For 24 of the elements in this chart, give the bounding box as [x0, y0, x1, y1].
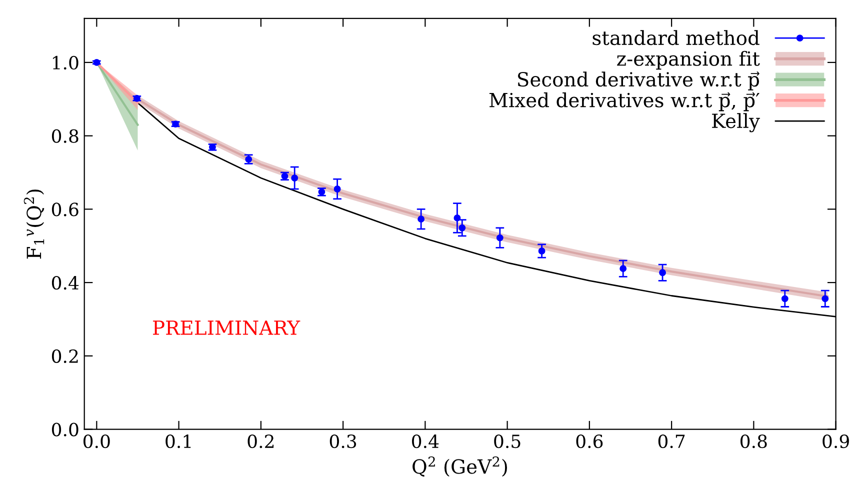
- y-tick-label: 1.0: [52, 56, 78, 70]
- legend-label: standard method: [592, 30, 760, 46]
- y-tick-label: 0.2: [52, 349, 78, 364]
- legend-label: Mixed derivatives w.r.t p⃗, p⃗′: [489, 92, 760, 112]
- x-tick-label: 0.5: [494, 434, 520, 448]
- annotation: PRELIMINARY: [153, 320, 300, 336]
- y-axis-title: F$_{1}$$^{v}$(Q$^{2}$): [24, 190, 44, 259]
- y-tick-label: 0.4: [52, 276, 79, 290]
- x-tick-label: 0.4: [412, 434, 439, 448]
- x-tick-label: 0.3: [330, 434, 356, 448]
- x-tick-label: 0.0: [84, 434, 110, 448]
- y-tick-label: 0.0: [52, 422, 78, 436]
- x-tick-label: 0.2: [248, 434, 274, 448]
- x-tick-label: 0.7: [658, 434, 685, 448]
- y-tick-label: 0.8: [52, 129, 78, 143]
- legend-label: Kelly: [712, 113, 760, 132]
- x-tick-label: 0.8: [740, 434, 767, 448]
- legend-label: z-expansion fit: [617, 50, 760, 70]
- x-axis-title: Q$^{2}$ (GeV$^{2}$): [412, 456, 507, 477]
- y-tick-label: 0.6: [52, 202, 78, 216]
- x-tick-label: 0.9: [822, 434, 849, 448]
- x-tick-label: 0.1: [166, 434, 191, 448]
- legend-label: Second derivative w.r.t p⃗: [518, 72, 760, 90]
- x-tick-label: 0.6: [576, 434, 603, 448]
